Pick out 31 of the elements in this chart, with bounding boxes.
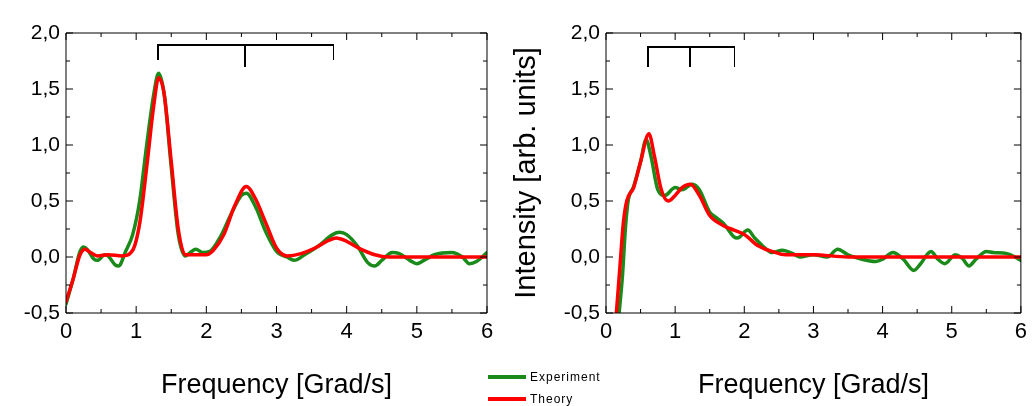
x-tick-label: 2 [738,318,751,344]
y-axis-title: Intensity [arb. units] [509,47,542,299]
x-tick-label: 0 [599,318,613,344]
x-tick-label: 6 [1014,318,1028,344]
x-tick-label: 0 [59,318,73,344]
y-tick-label: 2,0 [30,19,60,43]
x-tick-label: 1 [669,318,682,344]
y-tick-label: 0,5 [570,187,600,211]
y-tick-label: 1,5 [570,75,600,99]
x-tick-label: 4 [876,318,889,344]
x-tick-label: 6 [480,318,494,344]
x-axis-title: Frequency [Grad/s] [160,369,393,400]
x-tick-label: 5 [945,318,958,344]
legend-label: Experiment [530,370,601,384]
y-tick-label: 0,0 [30,243,60,267]
x-tick-label: 5 [410,318,423,344]
y-tick-label: -0,5 [23,299,60,323]
x-tick-label: 4 [340,318,353,344]
x-tick-label: 2 [200,318,213,344]
legend-label: Theory [530,392,574,406]
y-tick-label: 0,5 [30,187,60,211]
x-tick-label: 3 [270,318,283,344]
y-tick-label: 1,5 [30,75,60,99]
y-tick-label: 0,0 [570,243,600,267]
y-tick-label: 2,0 [570,19,600,43]
x-tick-label: 3 [807,318,820,344]
y-tick-label: 1,0 [570,131,600,155]
y-tick-label: 1,0 [30,131,60,155]
x-axis-title: Frequency [Grad/s] [697,369,929,400]
x-tick-label: 1 [130,318,143,344]
y-tick-label: -0,5 [563,299,600,323]
